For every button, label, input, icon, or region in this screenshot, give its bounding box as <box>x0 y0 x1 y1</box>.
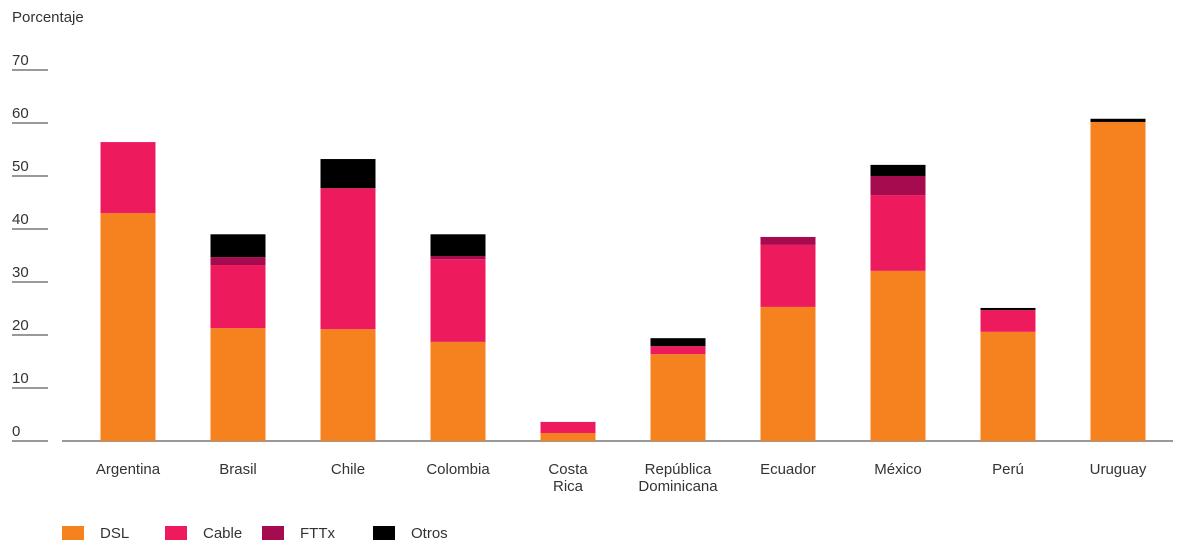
y-tick-label: 0 <box>12 423 20 440</box>
x-tick-label: Costa Rica <box>548 461 588 495</box>
y-tick-label: 10 <box>12 370 29 387</box>
x-tick-label: República Dominicana <box>638 461 718 495</box>
bar-segment <box>320 329 376 441</box>
bar-segment <box>650 354 706 441</box>
y-tick-label: 20 <box>12 317 29 334</box>
x-tick-label: México <box>874 461 922 478</box>
bar-segment <box>650 346 706 355</box>
bar-segment <box>870 270 926 441</box>
bar-segment <box>1090 118 1146 122</box>
legend-label: Cable <box>203 525 242 542</box>
bar-segment <box>320 188 376 330</box>
x-tick-label: Argentina <box>96 461 161 478</box>
bar-segment <box>870 195 926 271</box>
bar-segment <box>210 257 266 266</box>
legend-label: FTTx <box>300 525 335 542</box>
x-tick-label: Uruguay <box>1090 461 1147 478</box>
y-axis-label: Porcentaje <box>12 9 84 26</box>
y-tick-label: 70 <box>12 52 29 69</box>
legend-swatch <box>373 526 395 540</box>
y-tick-label: 40 <box>12 211 29 228</box>
x-tick-label: Ecuador <box>760 461 816 478</box>
legend-swatch <box>262 526 284 540</box>
bar-segment <box>210 234 266 258</box>
y-tick-label: 60 <box>12 105 29 122</box>
bar-segment <box>980 331 1036 441</box>
bar-segment <box>870 176 926 196</box>
bar-segment <box>650 338 706 347</box>
bar-segment <box>760 306 816 441</box>
bar-segment <box>210 265 266 329</box>
x-tick-label: Brasil <box>219 461 257 478</box>
bar-segment <box>430 259 486 342</box>
bar-segment <box>540 421 596 434</box>
bar-segment <box>320 159 376 189</box>
y-tick-label: 30 <box>12 264 29 281</box>
x-tick-label: Perú <box>992 461 1024 478</box>
x-tick-label: Colombia <box>426 461 490 478</box>
x-tick-label: Chile <box>331 461 365 478</box>
bar-segment <box>430 234 486 257</box>
bar-segment <box>1090 121 1146 441</box>
legend-swatch <box>62 526 84 540</box>
bar-segment <box>760 244 816 307</box>
legend-label: Otros <box>411 525 448 542</box>
bar-segment <box>100 213 156 441</box>
bar-segment <box>760 236 816 245</box>
bar-segment <box>540 433 596 441</box>
y-tick-label: 50 <box>12 158 29 175</box>
legend-swatch <box>165 526 187 540</box>
bar-segment <box>980 307 1036 311</box>
bar-segment <box>980 310 1036 332</box>
bar-segment <box>430 256 486 260</box>
legend-label: DSL <box>100 525 129 542</box>
bar-segment <box>100 142 156 214</box>
bar-segment <box>210 328 266 441</box>
bar-segment <box>870 164 926 176</box>
bar-segment <box>430 341 486 441</box>
